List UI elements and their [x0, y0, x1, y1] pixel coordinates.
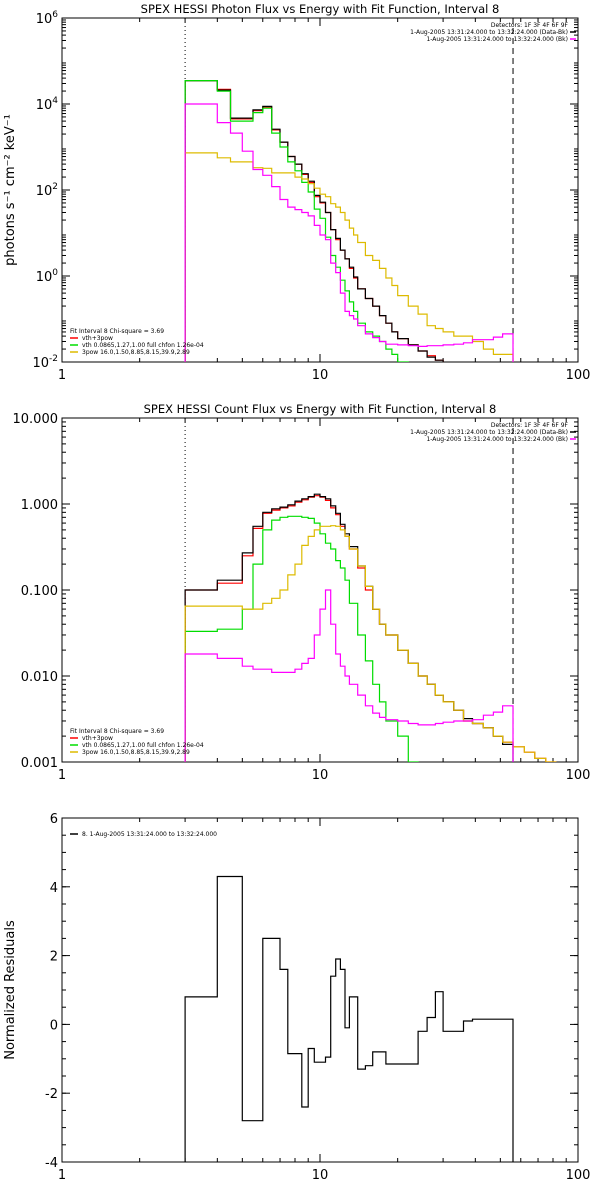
x-tick-label: 10	[312, 1168, 329, 1183]
y-tick-label: -4	[45, 1156, 58, 1171]
legend-entry: vth 0.0865,1.27,1.00 full chfon 1.26e-04	[82, 342, 204, 349]
y-tick-base: 10	[36, 270, 53, 285]
photon-flux-chart: SPEX HESSI Photon Flux vs Energy with Fi…	[3, 2, 590, 383]
series-line-0	[184, 495, 557, 762]
x-tick-label: 10	[312, 768, 329, 783]
series-line-2	[184, 80, 409, 362]
y-tick-label: 6	[50, 812, 58, 827]
series-line-3	[184, 152, 514, 362]
y-tick-label: 4	[50, 881, 58, 896]
y-axis-label: photons s⁻¹ cm⁻² keV⁻¹	[3, 114, 18, 266]
series-line-3	[184, 525, 557, 762]
y-tick-base: 10	[32, 356, 49, 371]
legend-entry: vth+3pow	[82, 335, 113, 342]
y-tick-label: 102	[36, 182, 58, 199]
y-tick-exponent: -2	[49, 354, 58, 364]
legend-entry: 3pow 16.0,1.50,8.85,8.15,39.9,2.89	[82, 749, 190, 756]
y-tick-label: 10.000	[13, 412, 59, 427]
chart-title: SPEX HESSI Count Flux vs Energy with Fit…	[144, 402, 497, 416]
header-line: 1-Aug-2005 13:31:24.000 to 13:32:24.000 …	[426, 436, 568, 443]
plot-frame	[61, 417, 579, 763]
y-tick-exponent: 6	[52, 10, 58, 20]
y-axis-label: Normalized Residuals	[3, 920, 18, 1060]
header-line: 1-Aug-2005 13:31:24.000 to 13:32:24.000 …	[410, 429, 568, 436]
y-tick-base: 10	[36, 184, 53, 199]
legend-entry: vth 0.0865,1.27,1.00 full chfon 1.26e-04	[82, 742, 204, 749]
y-tick-label: 0	[50, 1018, 58, 1033]
y-tick-base: 10	[36, 98, 53, 113]
x-tick-label: 100	[566, 368, 591, 383]
x-tick-label: 1	[58, 368, 66, 383]
series-line-0	[184, 875, 514, 1162]
x-tick-label: 100	[566, 768, 591, 783]
series-line-0	[184, 80, 444, 362]
x-tick-label: 10	[312, 368, 329, 383]
y-tick-label: 0.100	[21, 584, 58, 599]
x-tick-label: 100	[566, 1168, 591, 1183]
series-line-1	[184, 80, 444, 362]
legend-entry: Fit Interval 8 Chi-square = 3.69	[70, 328, 164, 335]
legend-entry: 3pow 16.0,1.50,8.85,8.15,39.9,2.89	[82, 349, 190, 356]
y-tick-label: 100	[36, 268, 59, 285]
y-tick-label: -2	[45, 1087, 58, 1102]
residuals-chart: Normalized Residuals 1 10 100 -4 -2 0 2 4 6 8. 1-A…	[3, 812, 590, 1183]
series-line-2	[184, 515, 419, 762]
y-tick-label: 106	[36, 10, 59, 27]
count-flux-chart: SPEX HESSI Count Flux vs Energy with Fit…	[13, 402, 591, 783]
x-tick-label: 1	[58, 768, 66, 783]
header-line: 1-Aug-2005 13:31:24.000 to 13:32:24.000 …	[426, 36, 568, 43]
plot-frame	[61, 817, 579, 1163]
series-line-4	[184, 589, 514, 762]
legend-entry: 8. 1-Aug-2005 13:31:24.000 to 13:32:24.0…	[82, 831, 217, 838]
y-tick-exponent: 2	[52, 182, 58, 192]
y-tick-label: 2	[50, 950, 58, 965]
y-tick-label: 104	[36, 96, 59, 113]
header-line: 1-Aug-2005 13:31:24.000 to 13:32:24.000 …	[410, 29, 568, 36]
header-line: Detectors: 1F 3F 4F 6F 9F	[491, 22, 569, 29]
y-tick-label: 10-2	[32, 354, 58, 371]
legend-entry: Fit Interval 8 Chi-square = 3.69	[70, 728, 164, 735]
y-tick-exponent: 0	[52, 268, 58, 278]
legend-entry: vth+3pow	[82, 735, 113, 742]
header-line: Detectors: 1F 3F 4F 6F 9F	[491, 422, 569, 429]
y-tick-label: 0.010	[21, 670, 58, 685]
x-tick-label: 1	[58, 1168, 66, 1183]
y-tick-exponent: 4	[52, 96, 58, 106]
y-tick-label: 0.001	[21, 756, 58, 771]
chart-title: SPEX HESSI Photon Flux vs Energy with Fi…	[141, 2, 500, 16]
series-line-4	[184, 103, 514, 362]
y-tick-base: 10	[36, 12, 53, 27]
y-tick-label: 1.000	[21, 498, 58, 513]
